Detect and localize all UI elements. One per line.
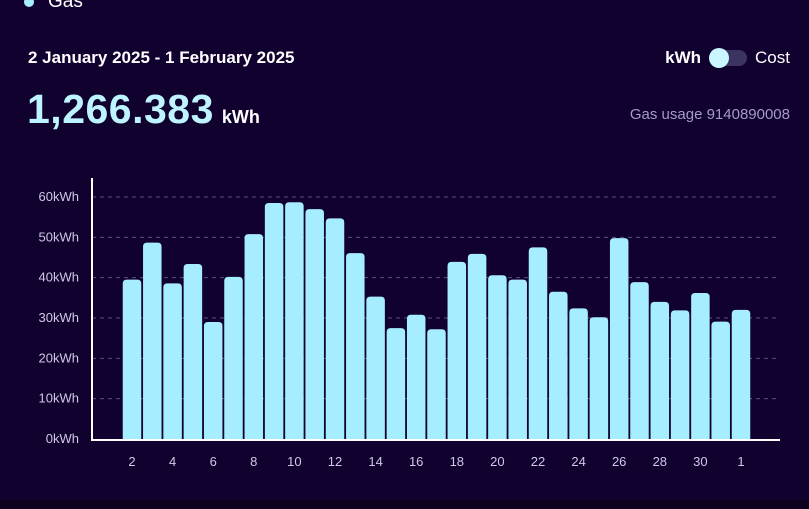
total-value: 1,266.383 bbox=[27, 86, 214, 132]
meter-label: Gas usage 9140890008 bbox=[629, 106, 790, 123]
toggle-cost-label[interactable]: Cost bbox=[755, 48, 790, 67]
x-tick-label: 28 bbox=[653, 454, 667, 469]
bottom-strip bbox=[0, 500, 809, 509]
bar-11 bbox=[305, 209, 324, 439]
bar-17 bbox=[427, 329, 446, 439]
bar-6 bbox=[203, 322, 223, 439]
bar-27 bbox=[630, 282, 649, 439]
bar-2 bbox=[122, 279, 142, 439]
bar-22 bbox=[528, 247, 548, 439]
y-tick-label: 50kWh bbox=[39, 229, 79, 244]
bar-13 bbox=[346, 253, 365, 439]
y-tick-label: 60kWh bbox=[39, 189, 79, 204]
bar-23 bbox=[549, 291, 568, 439]
bar-19 bbox=[467, 253, 487, 439]
y-tick-label: 30kWh bbox=[39, 310, 79, 325]
legend: Gas bbox=[24, 0, 83, 12]
y-tick-label: 0kWh bbox=[46, 431, 79, 446]
x-tick-label: 6 bbox=[210, 454, 217, 469]
bar-8 bbox=[244, 234, 264, 439]
bar-3 bbox=[143, 242, 162, 439]
bar-20 bbox=[488, 275, 507, 439]
x-tick-label: 18 bbox=[450, 454, 464, 469]
bar-15 bbox=[386, 328, 406, 439]
bar-14 bbox=[366, 296, 385, 439]
date-range: 2 January 2025 - 1 February 2025 bbox=[28, 48, 295, 67]
unit-toggle[interactable]: kWh Cost bbox=[665, 48, 790, 68]
kwh-cost-switch[interactable] bbox=[709, 48, 748, 68]
x-tick-label: 4 bbox=[169, 454, 176, 469]
x-tick-label: 16 bbox=[409, 454, 423, 469]
x-tick-label: 12 bbox=[328, 454, 342, 469]
x-tick-label: 26 bbox=[612, 454, 626, 469]
y-tick-label: 40kWh bbox=[39, 270, 79, 285]
x-tick-label: 20 bbox=[490, 454, 504, 469]
x-tick-label: 30 bbox=[693, 454, 707, 469]
legend-dot-icon bbox=[24, 0, 34, 7]
x-tick-label: 14 bbox=[368, 454, 382, 469]
bar-9 bbox=[264, 203, 284, 439]
total-unit: kWh bbox=[221, 107, 260, 127]
bar-30 bbox=[691, 292, 710, 439]
bar-26 bbox=[609, 238, 629, 439]
bar-31 bbox=[711, 321, 730, 439]
bar-24 bbox=[569, 308, 588, 439]
x-tick-label: 24 bbox=[571, 454, 585, 469]
legend-label: Gas bbox=[48, 0, 83, 12]
total-usage: 1,266.383 kWh bbox=[27, 86, 260, 133]
bar-1 bbox=[731, 309, 751, 439]
bar-16 bbox=[406, 314, 426, 439]
bar-18 bbox=[447, 261, 467, 439]
bar-4 bbox=[163, 283, 182, 439]
x-tick-label: 1 bbox=[737, 454, 744, 469]
bar-28 bbox=[650, 301, 670, 439]
bar-29 bbox=[670, 310, 690, 439]
bar-12 bbox=[325, 218, 345, 439]
toggle-kwh-label[interactable]: kWh bbox=[665, 48, 702, 67]
bar-21 bbox=[508, 279, 527, 439]
y-tick-label: 20kWh bbox=[39, 350, 79, 365]
y-tick-label: 10kWh bbox=[39, 391, 79, 406]
bar-10 bbox=[285, 202, 304, 439]
x-tick-label: 2 bbox=[128, 454, 135, 469]
x-tick-label: 22 bbox=[531, 454, 545, 469]
bar-25 bbox=[589, 317, 609, 439]
x-tick-label: 8 bbox=[250, 454, 257, 469]
bar-7 bbox=[224, 276, 243, 439]
bar-5 bbox=[183, 263, 203, 439]
x-tick-label: 10 bbox=[287, 454, 301, 469]
switch-knob[interactable] bbox=[709, 48, 730, 68]
